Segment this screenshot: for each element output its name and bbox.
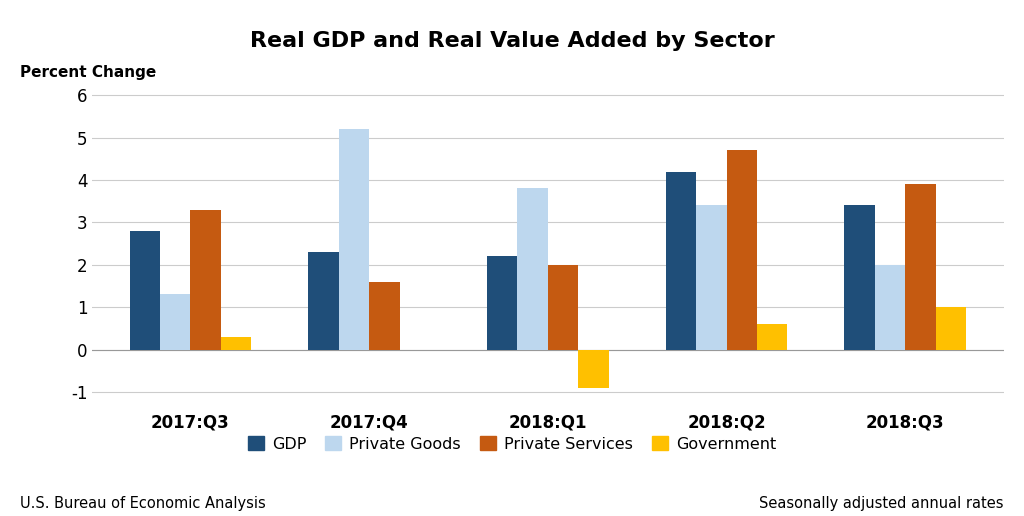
Bar <box>308 252 339 349</box>
Bar <box>905 184 936 349</box>
Bar <box>487 256 517 349</box>
Bar <box>579 349 608 388</box>
Bar <box>696 205 727 349</box>
Bar <box>666 171 696 349</box>
Bar <box>160 295 190 349</box>
Bar <box>130 231 160 349</box>
Bar <box>845 205 874 349</box>
Bar <box>757 324 787 349</box>
Text: U.S. Bureau of Economic Analysis: U.S. Bureau of Economic Analysis <box>20 496 266 511</box>
Bar <box>369 282 399 349</box>
Bar <box>936 307 966 349</box>
Text: Percent Change: Percent Change <box>20 65 157 80</box>
Bar <box>874 265 905 349</box>
Bar <box>548 265 579 349</box>
Bar <box>190 209 221 349</box>
Bar <box>517 188 548 349</box>
Legend: GDP, Private Goods, Private Services, Government: GDP, Private Goods, Private Services, Go… <box>243 431 781 457</box>
Bar <box>339 129 369 349</box>
Text: Seasonally adjusted annual rates: Seasonally adjusted annual rates <box>759 496 1004 511</box>
Bar <box>727 150 757 349</box>
Text: Real GDP and Real Value Added by Sector: Real GDP and Real Value Added by Sector <box>250 31 774 51</box>
Bar <box>221 337 251 349</box>
